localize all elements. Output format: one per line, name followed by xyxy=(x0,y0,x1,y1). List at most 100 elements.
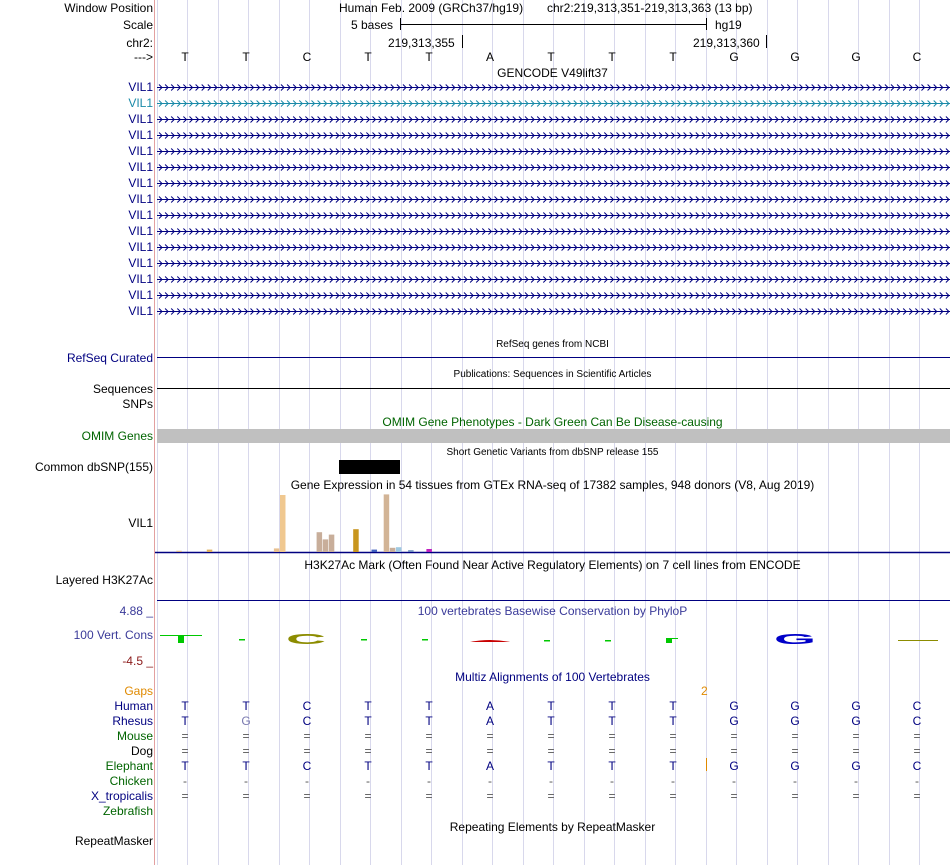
chrom-label: chr2: xyxy=(126,36,153,50)
multiz-track-title[interactable]: Multiz Alignments of 100 Vertebrates xyxy=(455,670,650,684)
gtex-tissue-bar[interactable] xyxy=(328,534,335,552)
alignment-base: = xyxy=(486,789,494,803)
gencode-transcript-line[interactable] xyxy=(157,82,950,92)
alignment-base: - xyxy=(427,774,431,788)
gencode-transcript-label[interactable]: VIL1 xyxy=(128,160,153,174)
gencode-transcript-label[interactable]: VIL1 xyxy=(128,224,153,238)
gencode-track-title[interactable]: GENCODE V49lift37 xyxy=(497,66,608,80)
alignment-base: C xyxy=(302,714,312,728)
alignment-base: G xyxy=(851,759,861,773)
gencode-transcript-label[interactable]: VIL1 xyxy=(128,176,153,190)
species-label[interactable]: Chicken xyxy=(109,774,153,788)
gencode-transcript-line[interactable] xyxy=(157,98,950,108)
gencode-transcript-line[interactable] xyxy=(157,146,950,156)
gencode-transcript-label[interactable]: VIL1 xyxy=(128,80,153,94)
h3k27ac-baseline xyxy=(157,600,950,601)
species-label[interactable]: Mouse xyxy=(116,729,153,743)
alignment-base: - xyxy=(793,774,797,788)
publications-label[interactable]: Sequences xyxy=(92,382,153,396)
gencode-transcript-label[interactable]: VIL1 xyxy=(128,256,153,270)
species-label[interactable]: Human xyxy=(114,699,153,713)
gencode-transcript-label[interactable]: VIL1 xyxy=(128,96,153,110)
gencode-transcript-line[interactable] xyxy=(157,306,950,316)
conservation-max-label: 4.88 _ xyxy=(119,604,153,618)
gtex-tissue-bar[interactable] xyxy=(353,529,359,552)
gtex-tissue-bar[interactable] xyxy=(408,550,414,552)
gencode-transcript-line[interactable] xyxy=(157,178,950,188)
alignment-base: T xyxy=(547,714,555,728)
species-label[interactable]: Rhesus xyxy=(112,714,153,728)
conservation-track-title[interactable]: 100 vertebrates Basewise Conservation by… xyxy=(417,604,688,618)
gencode-transcript-line[interactable] xyxy=(157,242,950,252)
refseq-gene-line[interactable] xyxy=(157,357,950,358)
gencode-transcript-label[interactable]: VIL1 xyxy=(128,192,153,206)
alignment-base: = xyxy=(730,729,738,743)
alignment-base: = xyxy=(242,729,250,743)
gtex-tissue-bar[interactable] xyxy=(176,550,182,552)
gencode-transcript-line[interactable] xyxy=(157,194,950,204)
gtex-label[interactable]: VIL1 xyxy=(128,516,153,530)
gencode-transcript-line[interactable] xyxy=(157,226,950,236)
alignment-base: T xyxy=(608,759,616,773)
alignment-base: G xyxy=(790,714,800,728)
alignment-base: = xyxy=(791,744,799,758)
refseq-label[interactable]: RefSeq Curated xyxy=(66,351,153,365)
alignment-base: = xyxy=(852,789,860,803)
gencode-transcript-line[interactable] xyxy=(157,290,950,300)
repeatmasker-label[interactable]: RepeatMasker xyxy=(74,834,153,848)
gencode-transcript-label[interactable]: VIL1 xyxy=(128,128,153,142)
gencode-transcript-label[interactable]: VIL1 xyxy=(128,112,153,126)
gtex-tissue-bar[interactable] xyxy=(273,548,280,552)
gtex-tissue-bar[interactable] xyxy=(389,547,396,552)
gencode-transcript-line[interactable] xyxy=(157,130,950,140)
gencode-transcript-line[interactable] xyxy=(157,162,950,172)
gencode-transcript-label[interactable]: VIL1 xyxy=(128,272,153,286)
dbsnp-track-title[interactable]: Short Genetic Variants from dbSNP releas… xyxy=(446,447,659,458)
gtex-tissue-bar[interactable] xyxy=(322,539,329,552)
dbsnp-variant[interactable] xyxy=(339,460,400,474)
gencode-transcript-line[interactable] xyxy=(157,210,950,220)
h3k27ac-track-title[interactable]: H3K27Ac Mark (Often Found Near Active Re… xyxy=(304,558,801,572)
refseq-track-title[interactable]: RefSeq genes from NCBI xyxy=(496,339,609,350)
omim-label[interactable]: OMIM Genes xyxy=(81,429,153,443)
repeatmasker-track-title[interactable]: Repeating Elements by RepeatMasker xyxy=(449,820,656,834)
gtex-tissue-bar[interactable] xyxy=(395,547,402,552)
gencode-transcript-line[interactable] xyxy=(157,258,950,268)
dbsnp-label[interactable]: Common dbSNP(155) xyxy=(34,460,153,474)
gencode-transcript-label[interactable]: VIL1 xyxy=(128,288,153,302)
gencode-transcript-label[interactable]: VIL1 xyxy=(128,240,153,254)
gtex-expression-chart[interactable] xyxy=(155,492,950,555)
h3k27ac-label[interactable]: Layered H3K27Ac xyxy=(55,573,153,587)
gtex-track-title[interactable]: Gene Expression in 54 tissues from GTEx … xyxy=(290,478,815,492)
publications-line[interactable] xyxy=(157,388,950,389)
alignment-base: = xyxy=(852,729,860,743)
gencode-transcript-label[interactable]: VIL1 xyxy=(128,144,153,158)
omim-track-title[interactable]: OMIM Gene Phenotypes - Dark Green Can Be… xyxy=(382,415,723,429)
gtex-tissue-bar[interactable] xyxy=(383,494,390,552)
conservation-logo-letter: C xyxy=(286,631,327,648)
gtex-tissue-bar[interactable] xyxy=(371,549,378,552)
conservation-label[interactable]: 100 Vert. Cons xyxy=(73,628,153,642)
omim-gene-bar[interactable] xyxy=(157,429,950,443)
gtex-tissue-bar[interactable] xyxy=(280,495,286,552)
gtex-tissue-bar[interactable] xyxy=(206,549,213,552)
species-label[interactable]: X_tropicalis xyxy=(90,789,153,803)
publications-track-title[interactable]: Publications: Sequences in Scientific Ar… xyxy=(453,369,652,380)
gencode-transcript-label[interactable]: VIL1 xyxy=(128,208,153,222)
gtex-tissue-bar[interactable] xyxy=(426,549,432,552)
gap-marker[interactable]: 2 xyxy=(701,684,708,698)
alignment-base: T xyxy=(364,759,372,773)
species-label[interactable]: Dog xyxy=(130,744,153,758)
sidebar-divider xyxy=(154,0,155,865)
gencode-transcript-label[interactable]: VIL1 xyxy=(128,304,153,318)
gtex-tissue-bar[interactable] xyxy=(316,532,323,552)
alignment-base: - xyxy=(610,774,614,788)
alignment-base: = xyxy=(425,744,433,758)
alignment-base: = xyxy=(364,729,372,743)
species-label[interactable]: Zebrafish xyxy=(102,804,153,818)
gencode-transcript-line[interactable] xyxy=(157,114,950,124)
gencode-transcript-line[interactable] xyxy=(157,274,950,284)
species-label[interactable]: Elephant xyxy=(105,759,153,773)
gaps-label: Gaps xyxy=(124,684,153,698)
